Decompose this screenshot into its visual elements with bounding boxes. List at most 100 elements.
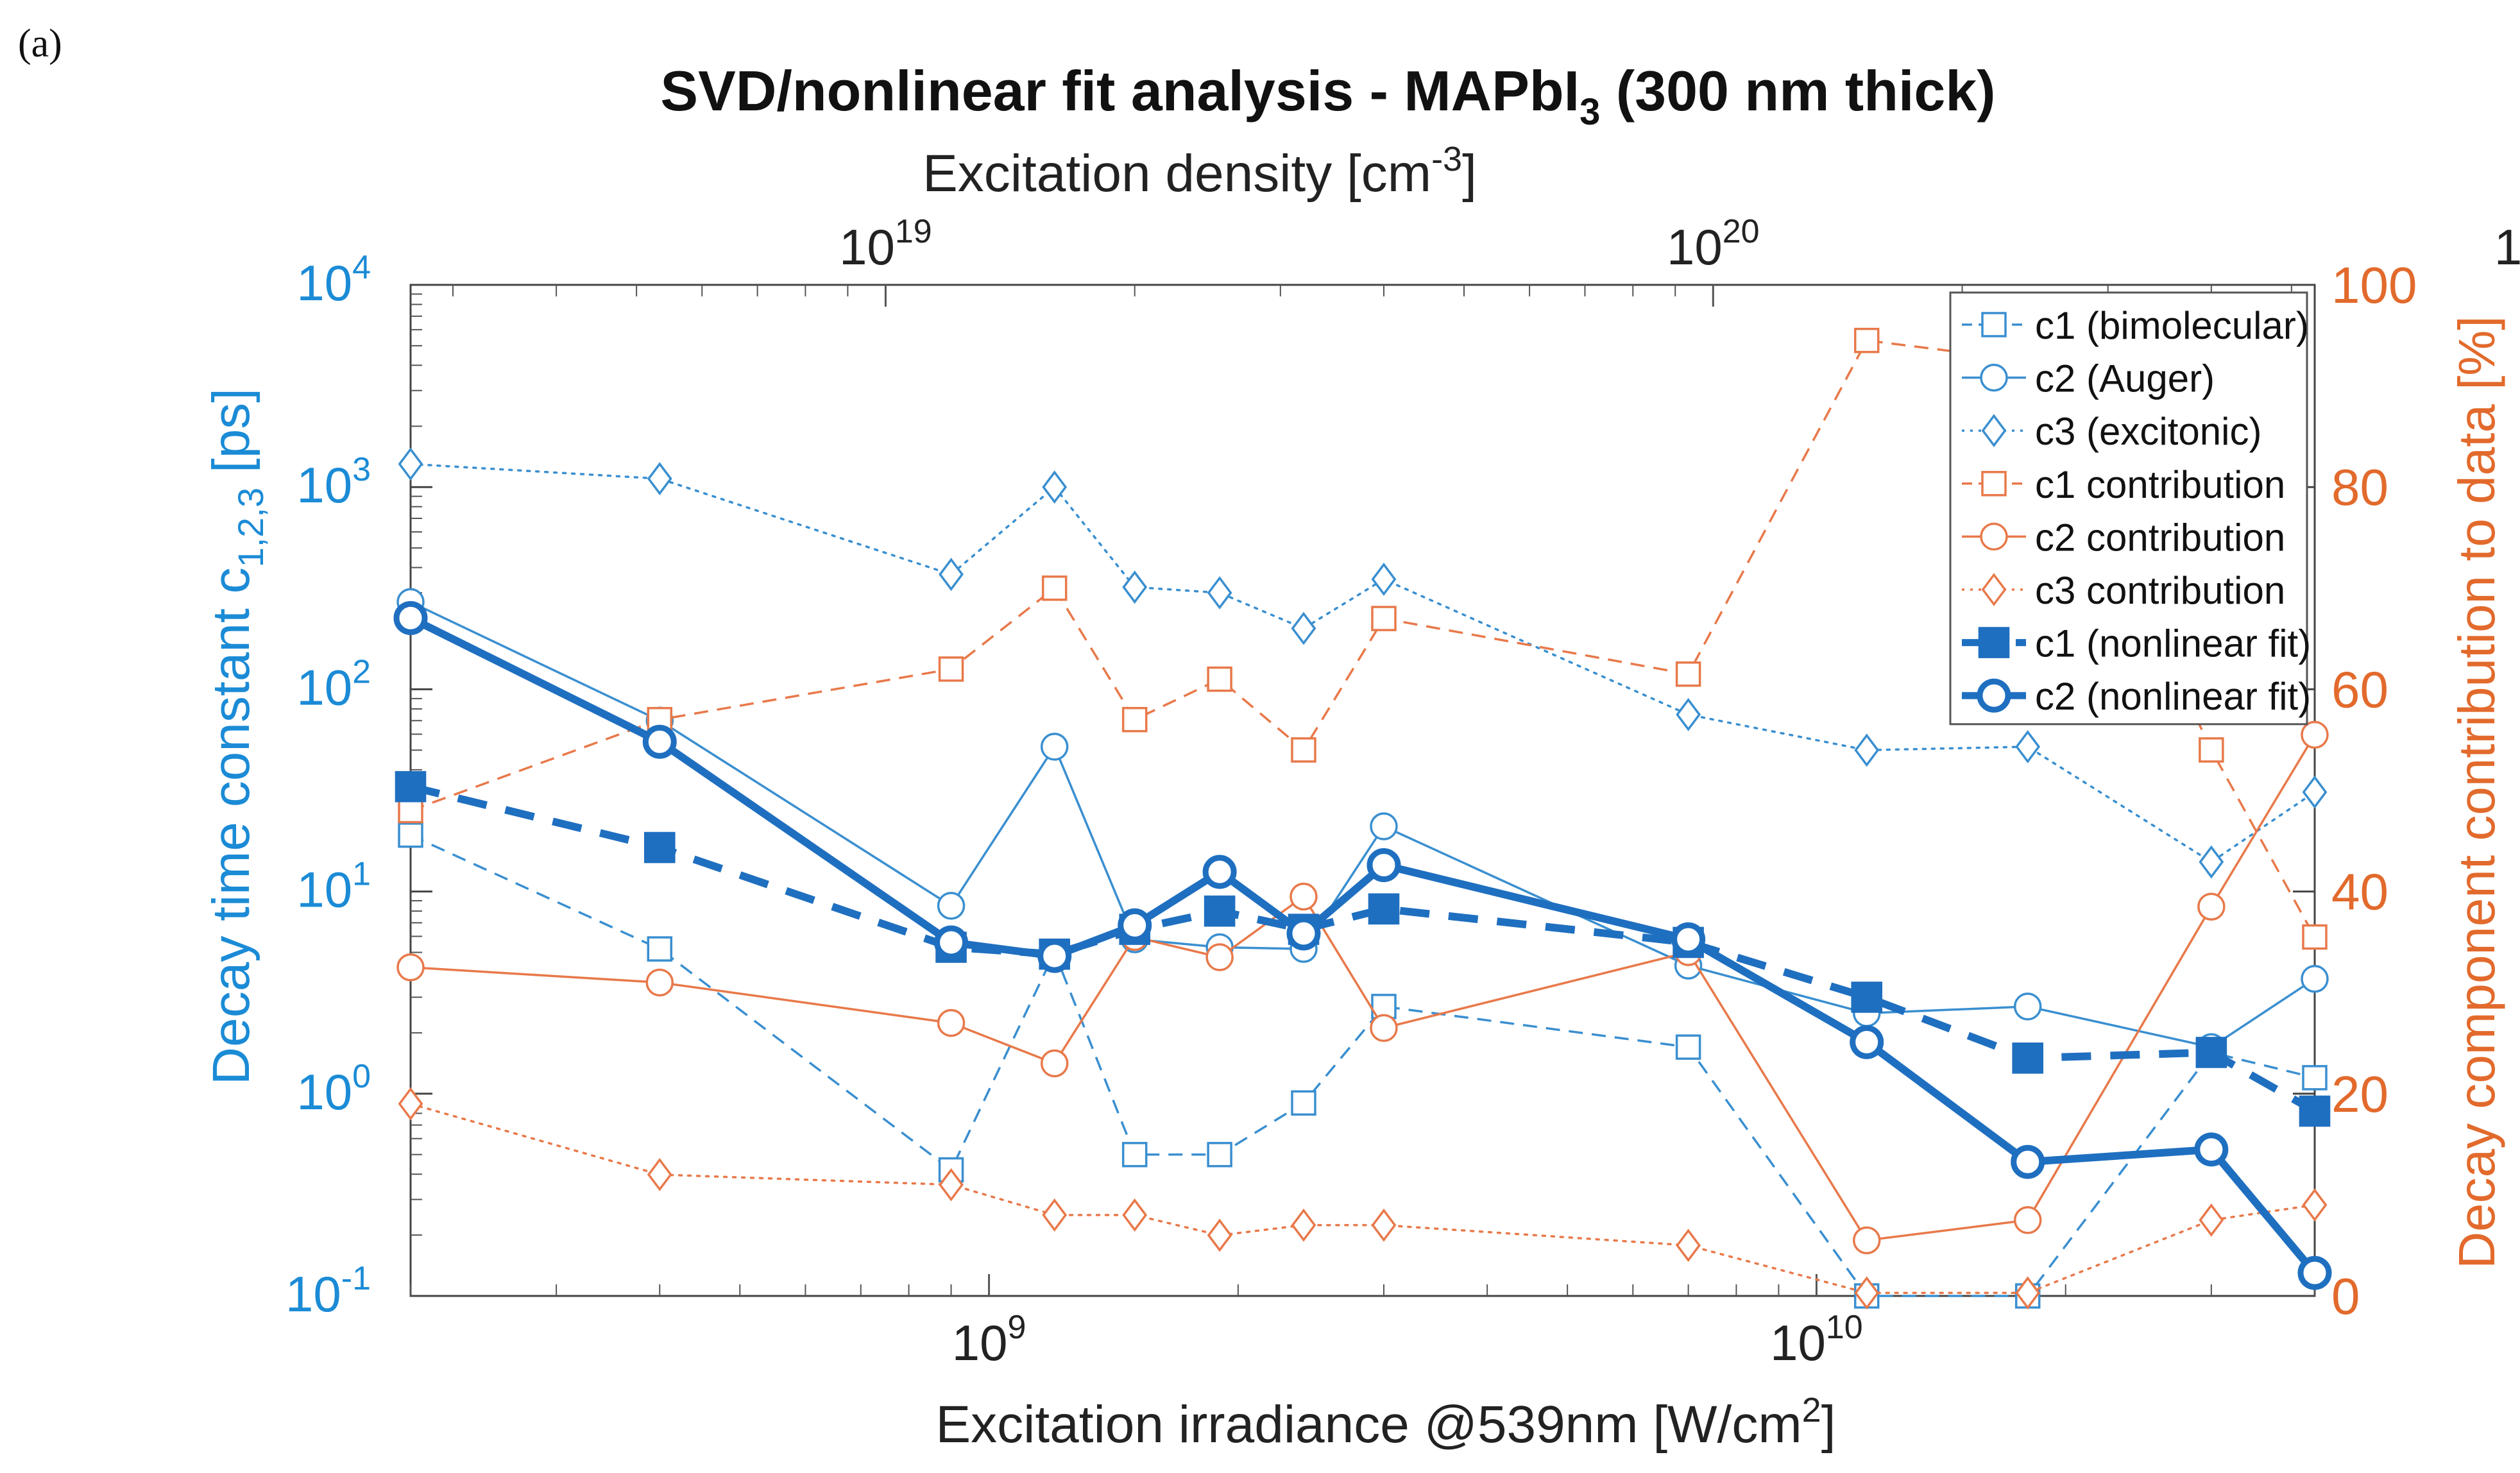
series-c3-contribution [398,1087,2328,1310]
legend-marker-c1-nonlinear-fit [1978,627,2010,658]
x-tick-label-base: 10 [952,1315,1008,1371]
data-point-c3-excitonic [2302,775,2328,809]
data-point-c2-contribution [1852,1226,1881,1255]
data-point-c3-excitonic [1676,697,1701,731]
data-point-c3-excitonic [647,462,672,496]
data-point-c1-contribution [1675,661,1701,687]
y2-tick-label: 0 [2331,1268,2360,1325]
data-point-c2-nonlinear-fit [1037,939,1072,973]
x-tick-label-base: 10 [1770,1315,1826,1371]
panel-label: (a) [18,22,62,65]
data-point-c1-nonlinear-fit [1851,982,1883,1013]
y-tick-label-exp: 4 [352,249,371,286]
data-point-c3-excitonic [1371,562,1397,596]
data-point-c1-nonlinear-fit [643,831,676,864]
legend-label-c1-contribution: c1 contribution [2035,463,2285,506]
data-point-c1-bimolecular [398,822,423,848]
y-tick-label: 103 [296,451,371,513]
legend-marker-c3-contribution [1981,573,2007,606]
top-x-tick-label-base: 10 [839,219,895,275]
data-point-c3-excitonic [2199,845,2224,879]
data-point-c2-nonlinear-fit [2194,1132,2229,1167]
x-tick-label: 109 [952,1309,1026,1371]
y-axis-label-suffix: [ps] [202,388,260,488]
data-point-c3-contribution [1854,1276,1880,1310]
data-point-c1-nonlinear-fit [2299,1095,2331,1127]
data-point-c3-contribution [1676,1229,1701,1263]
y-tick-label-exp: 1 [352,856,371,893]
legend-marker-c2-nonlinear-fit [1977,678,2011,713]
data-point-c2-nonlinear-fit [1366,848,1401,883]
data-point-c3-excitonic [1042,470,1068,504]
y2-tick-label: 60 [2331,661,2388,718]
top-x-tick-label: 1019 [839,213,932,275]
top-x-tick-label-base: 10 [1667,219,1723,275]
y-axis-label: Decay time constant c1,2,3 [ps] [202,388,271,1085]
y-tick-label-exp: 2 [352,653,371,690]
legend-marker-c2-contribution [1980,522,2008,551]
data-point-c3-contribution [939,1168,964,1202]
top-x-axis-label: Excitation density [cm-3] [923,140,1477,203]
data-point-c1-bimolecular [647,936,673,962]
series-c1-nonlinear-fit [395,771,2331,1127]
y2-tick-label: 40 [2331,864,2388,921]
data-point-c1-nonlinear-fit [395,771,427,803]
y2-tick-label: 100 [2331,257,2417,314]
data-point-c3-excitonic [1854,733,1880,767]
y-tick-label-exp: 0 [352,1058,371,1095]
x-tick-label: 1010 [1770,1309,1863,1371]
data-point-c1-nonlinear-fit [1368,893,1400,925]
data-point-c3-excitonic [2015,729,2041,763]
y-tick-label: 102 [296,653,371,715]
data-point-c1-contribution [1121,706,1148,733]
data-point-c2-nonlinear-fit [393,600,428,635]
data-point-c3-contribution [1291,1208,1316,1242]
data-point-c3-contribution [1371,1208,1397,1242]
top-x-tick-label-exp: 19 [895,213,932,250]
data-point-c2-contribution [1370,1014,1398,1043]
chart-title: SVD/nonlinear fit analysis - MAPbI3 (300… [660,59,1995,133]
y-tick-label-base: 10 [285,1266,341,1322]
data-point-c3-contribution [1207,1218,1232,1252]
top-x-axis-label-main: Excitation density [cm [923,144,1431,203]
data-point-c1-contribution [938,656,964,682]
chart-title-subscript: 3 [1579,91,1600,133]
data-point-c2-contribution [2301,720,2329,749]
data-point-c3-excitonic [398,447,423,481]
y-tick-label: 101 [296,856,371,918]
data-point-c2-contribution [645,968,674,997]
y-tick-label-base: 10 [296,1064,352,1120]
data-point-c2-nonlinear-fit [642,724,677,759]
legend-box [1949,291,2308,726]
data-point-c1-bimolecular [1675,1034,1701,1060]
data-point-c3-excitonic [1291,611,1316,645]
data-point-c3-excitonic [1122,570,1148,604]
data-point-c3-contribution [398,1087,423,1121]
y-tick-label-base: 10 [296,862,352,918]
data-point-c2-contribution [1290,882,1318,911]
y-tick-label-base: 10 [296,457,352,513]
data-point-c1-contribution [1291,737,1316,763]
data-point-c2-auger [2301,964,2329,993]
legend-marker-c1-bimolecular [1981,312,2007,337]
data-point-c2-nonlinear-fit [1286,916,1321,951]
data-point-c2-nonlinear-fit [2297,1256,2332,1290]
data-point-c1-bimolecular [1291,1090,1316,1116]
series-c2-nonlinear-fit [393,600,2332,1290]
data-point-c3-excitonic [939,558,964,592]
legend-marker-c2-auger [1980,363,2008,392]
y2-tick-label: 80 [2331,459,2388,516]
x-axis-label: Excitation irradiance @539nm [W/cm2] [935,1391,1835,1454]
top-x-axis-label-sup: -3 [1431,140,1462,178]
data-point-c2-contribution [396,953,425,982]
data-point-c2-nonlinear-fit [1118,908,1152,942]
legend-label-c2-nonlinear-fit: c2 (nonlinear fit) [2035,675,2311,718]
x-axis-label-sup: 2 [1802,1391,1821,1429]
legend-label-c2-auger: c2 (Auger) [2035,357,2215,400]
y-axis-label-sub: 1,2,3 [230,488,271,568]
data-point-c2-auger [1370,812,1398,840]
top-x-axis-label-suffix: ] [1462,144,1477,203]
y2-axis-label: Decay component contribution to data [%] [2448,316,2505,1268]
